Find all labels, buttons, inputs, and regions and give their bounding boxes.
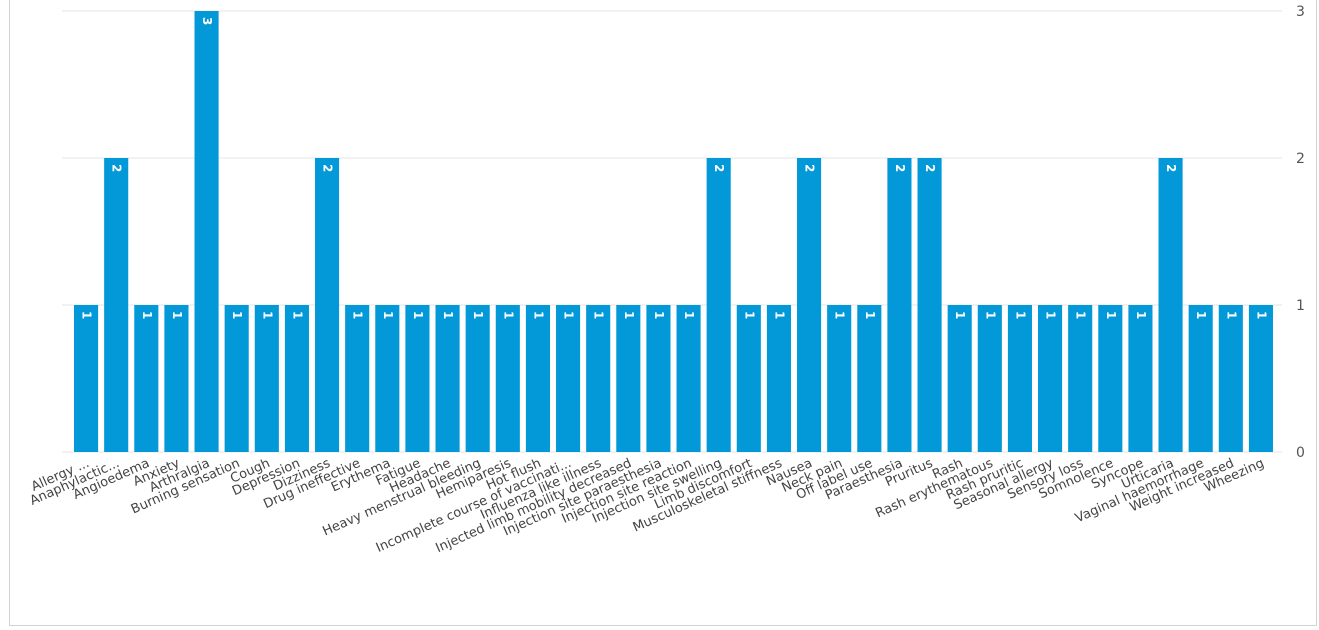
bar-data-label: 1 [562,311,576,319]
bar[interactable] [766,305,791,452]
bar-data-label: 1 [471,311,485,319]
bar[interactable] [1188,305,1213,452]
bar-data-label: 1 [501,311,515,319]
bar-data-label: 1 [1254,311,1268,319]
bar-data-label: 1 [1013,311,1027,319]
bar-data-label: 1 [1194,311,1208,319]
bar-data-label: 1 [351,311,365,319]
bar-data-label: 2 [923,164,937,172]
bar-data-label: 1 [863,311,877,319]
bar-data-label: 2 [1164,164,1178,172]
bar[interactable] [1128,305,1153,452]
bar[interactable] [1038,305,1063,452]
bar-data-label: 1 [1074,311,1088,319]
bar[interactable] [827,305,852,452]
bar-data-label: 2 [893,164,907,172]
bar-data-label: 1 [381,311,395,319]
bar-data-label: 1 [682,311,696,319]
bar-data-label: 1 [1044,311,1058,319]
bar[interactable] [465,305,490,452]
bar-data-label: 1 [652,311,666,319]
bar-data-label: 1 [742,311,756,319]
bar[interactable] [736,305,761,452]
bar[interactable] [917,158,942,452]
bar[interactable] [1098,305,1123,452]
bar[interactable] [284,305,309,452]
bar-data-label: 1 [953,311,967,319]
x-axis-labels: Allergy ...Anaphylactic...AngioedemaAnxi… [28,456,1267,556]
bar-data-label: 1 [1224,311,1238,319]
bar-data-label: 1 [833,311,847,319]
bar[interactable] [1158,158,1183,452]
bar[interactable] [375,305,400,452]
bar[interactable] [1068,305,1093,452]
bar-data-label: 1 [80,311,94,319]
bar[interactable] [887,158,912,452]
bar[interactable] [194,11,219,452]
bar-data-label: 1 [592,311,606,319]
bar[interactable] [616,305,641,452]
bar-data-label: 1 [531,311,545,319]
bar[interactable] [1218,305,1243,452]
bar[interactable] [676,305,701,452]
bar-data-label: 3 [200,17,214,25]
bar[interactable] [495,305,520,452]
bar[interactable] [947,305,972,452]
bar[interactable] [164,305,189,452]
bar-data-label: 1 [260,311,274,319]
bar[interactable] [1007,305,1032,452]
bars: 1 2 1 1 3 1 1 1 2 1 1 1 1 1 1 1 1 1 1 1 1 2 1 1 2 1 1 2 2 1 1 1 1 1 1 1 2 1 1 1 [74,11,1273,452]
bar[interactable] [74,305,99,452]
bar-data-label: 1 [622,311,636,319]
bar-data-label: 1 [170,311,184,319]
bar[interactable] [315,158,340,452]
bar-data-label: 1 [230,311,244,319]
y-tick-label: 1 [1296,298,1305,314]
bar[interactable] [706,158,731,452]
bar-data-label: 1 [140,311,154,319]
bar[interactable] [405,305,430,452]
bar[interactable] [345,305,370,452]
bar[interactable] [525,305,550,452]
y-axis-ticks: 0 1 2 3 [1296,4,1305,461]
y-tick-label: 3 [1296,4,1305,20]
bar-data-label: 1 [983,311,997,319]
bar[interactable] [586,305,611,452]
bar[interactable] [134,305,159,452]
bar-data-label: 1 [290,311,304,319]
bar[interactable] [254,305,279,452]
bar[interactable] [977,305,1002,452]
bar-data-label: 1 [1104,311,1118,319]
y-tick-label: 2 [1296,151,1305,167]
bar-data-label: 1 [441,311,455,319]
bar[interactable] [224,305,249,452]
bar-data-label: 2 [712,164,726,172]
bar[interactable] [646,305,671,452]
bar-data-label: 2 [321,164,335,172]
bar-data-label: 1 [1134,311,1148,319]
bar-data-label: 1 [772,311,786,319]
bar-data-label: 2 [110,164,124,172]
bar-data-label: 1 [411,311,425,319]
bar[interactable] [857,305,882,452]
bar[interactable] [556,305,581,452]
bar-data-label: 2 [803,164,817,172]
bar[interactable] [104,158,129,452]
y-tick-label: 0 [1296,445,1305,461]
bar[interactable] [797,158,822,452]
bar[interactable] [435,305,460,452]
bar[interactable] [1248,305,1273,452]
